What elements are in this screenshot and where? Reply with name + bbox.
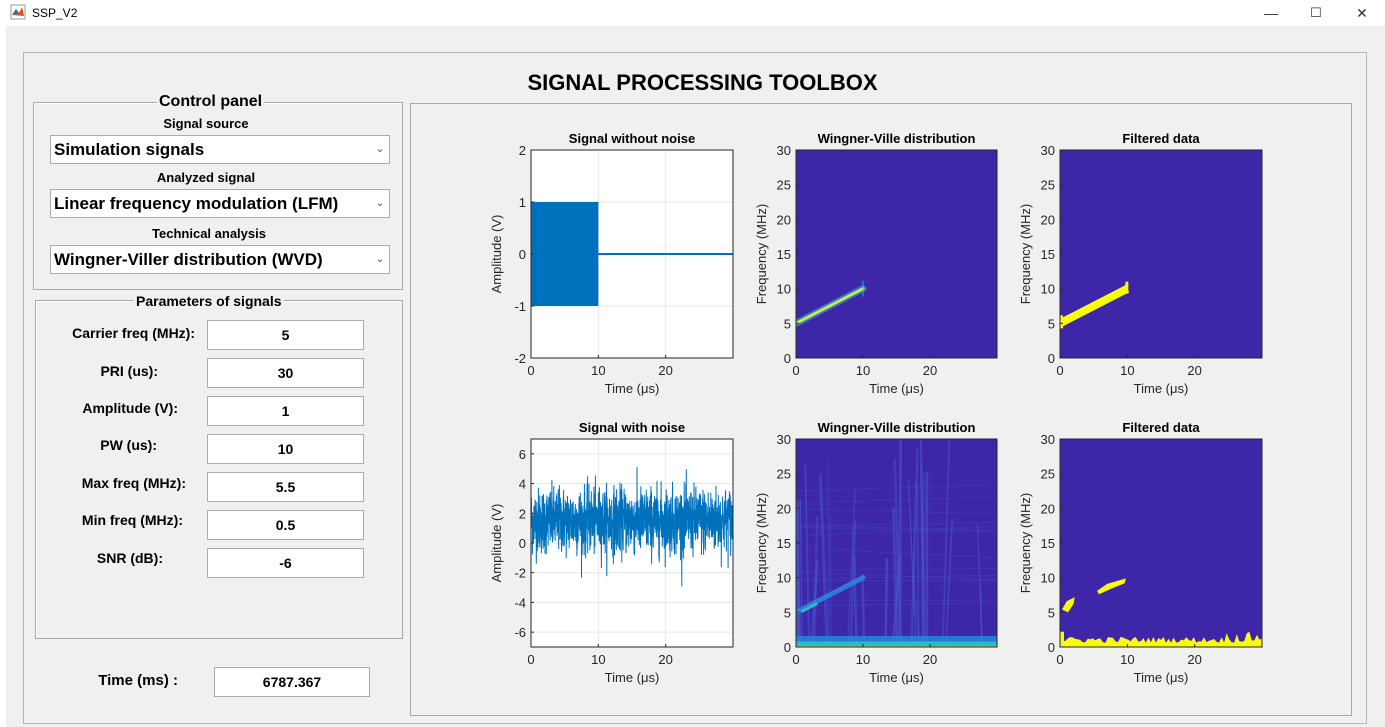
min-freq-input[interactable]: 0.5 — [207, 510, 364, 540]
maximize-button[interactable]: ☐ — [1310, 5, 1322, 20]
window-titlebar: SSP_V2 — ☐ ✕ — [0, 0, 1385, 26]
analyzed-signal-value: Linear frequency modulation (LFM) — [54, 194, 339, 213]
close-button[interactable]: ✕ — [1356, 5, 1368, 21]
technical-analysis-label: Technical analysis — [152, 226, 266, 241]
parameters-panel: Parameters of signals — [35, 293, 403, 639]
signal-source-value: Simulation signals — [54, 140, 205, 159]
matlab-icon — [10, 4, 26, 20]
control-panel: Control panel — [33, 93, 403, 290]
min-freq-label: Min freq (MHz): — [81, 512, 183, 528]
time-label: Time (ms) : — [98, 672, 178, 689]
chevron-down-icon[interactable]: ⌄ — [375, 197, 385, 209]
max-freq-input[interactable]: 5.5 — [207, 472, 364, 502]
amplitude-label: Amplitude (V): — [82, 400, 178, 416]
minimize-button[interactable]: — — [1264, 5, 1278, 21]
carrier-freq-input[interactable]: 5 — [207, 320, 364, 350]
analyzed-signal-select[interactable]: Linear frequency modulation (LFM) ⌄ — [50, 189, 390, 218]
plots-panel — [410, 103, 1352, 716]
parameters-panel-title: Parameters of signals — [134, 293, 284, 309]
pri-input[interactable]: 30 — [207, 358, 364, 388]
main-frame — [23, 52, 1367, 724]
control-panel-title: Control panel — [157, 93, 265, 111]
chevron-down-icon[interactable]: ⌄ — [375, 143, 385, 155]
signal-source-select[interactable]: Simulation signals ⌄ — [50, 135, 390, 164]
background-window-strip — [0, 26, 6, 727]
snr-input[interactable]: -6 — [207, 548, 364, 578]
pw-input[interactable]: 10 — [207, 434, 364, 464]
pri-label: PRI (us): — [100, 363, 158, 379]
amplitude-input[interactable]: 1 — [207, 396, 364, 426]
chevron-down-icon[interactable]: ⌄ — [375, 253, 385, 265]
window-title: SSP_V2 — [32, 6, 78, 20]
pw-label: PW (us): — [100, 437, 157, 453]
app-title: SIGNAL PROCESSING TOOLBOX — [527, 70, 878, 95]
snr-label: SNR (dB): — [96, 550, 163, 566]
technical-analysis-value: Wingner-Viller distribution (WVD) — [54, 250, 323, 269]
technical-analysis-select[interactable]: Wingner-Viller distribution (WVD) ⌄ — [50, 245, 390, 274]
carrier-freq-label: Carrier freq (MHz): — [72, 325, 195, 341]
max-freq-label: Max freq (MHz): — [81, 475, 186, 491]
analyzed-signal-label: Analyzed signal — [156, 170, 256, 185]
time-output: 6787.367 — [214, 667, 370, 697]
signal-source-label: Signal source — [163, 116, 249, 131]
